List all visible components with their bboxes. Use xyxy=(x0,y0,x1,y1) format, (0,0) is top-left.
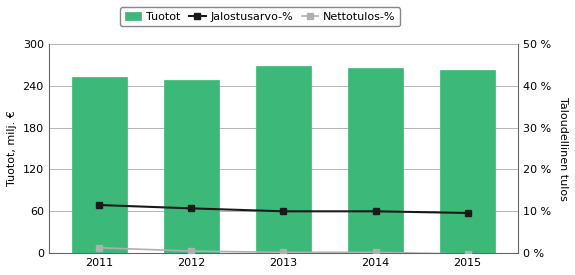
Y-axis label: Tuotot, milj. €: Tuotot, milj. € xyxy=(7,111,17,186)
Bar xyxy=(256,66,311,253)
Y-axis label: Taloudellinen tulos: Taloudellinen tulos xyxy=(558,97,568,200)
Legend: Tuotot, Jalostusarvo-%, Nettotulos-%: Tuotot, Jalostusarvo-%, Nettotulos-% xyxy=(120,7,400,26)
Bar xyxy=(164,80,219,253)
Bar xyxy=(440,70,495,253)
Bar xyxy=(72,77,127,253)
Bar xyxy=(348,68,403,253)
